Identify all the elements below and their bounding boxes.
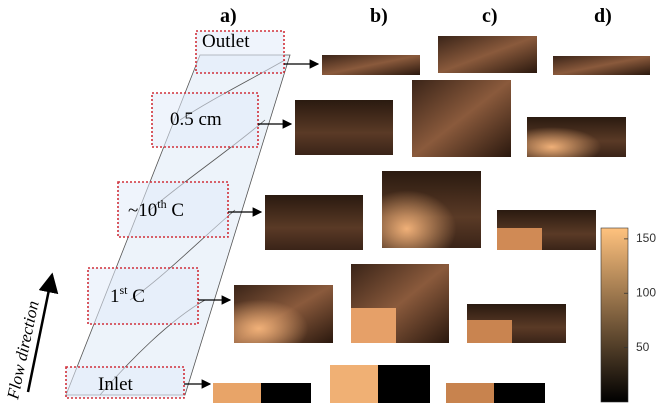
heatmap: [553, 56, 650, 75]
section-label: Inlet: [98, 374, 134, 395]
flow-arrow: [26, 272, 59, 393]
heatmap-hot: [382, 171, 481, 248]
arrows: [184, 59, 320, 389]
section-box: [65, 366, 185, 399]
heatmap-hot: [234, 285, 333, 343]
section-label: 1st C: [110, 283, 145, 307]
colorbar: [600, 227, 629, 403]
colorbar-tick-label: 150: [636, 231, 656, 245]
heatmap: [412, 80, 511, 157]
flow-indicator: Flow direction: [3, 272, 59, 402]
section-box: [195, 30, 285, 74]
panel-label: d): [594, 5, 612, 27]
heatmap: [438, 36, 537, 73]
heatmap-hot: [497, 228, 542, 250]
panel-label: a): [220, 5, 237, 27]
section-box: [87, 267, 199, 325]
section-label: Outlet: [202, 31, 250, 52]
section-box: [151, 92, 259, 148]
channel: [65, 30, 291, 399]
heatmap-hot: [351, 308, 396, 343]
colorbar-tick-label: 100: [636, 285, 656, 299]
section-label: ~10th C: [128, 197, 184, 221]
channel-lines: [99, 59, 286, 396]
heatmap-hot: [330, 365, 378, 403]
section-box: [117, 181, 229, 238]
heatmap-hot: [527, 117, 626, 157]
panel-label: b): [370, 5, 388, 27]
heatmap: [322, 55, 420, 75]
colorbar-tick-label: 50: [636, 340, 650, 354]
section-labels: Outlet 0.5 cm ~10th C 1st C Inlet: [98, 31, 250, 395]
heatmap-hot: [213, 383, 261, 403]
heatmaps: [213, 36, 650, 403]
heatmap: [295, 100, 393, 155]
panel-label: c): [482, 5, 498, 27]
heatmap-hot: [446, 383, 494, 403]
section-label: 0.5 cm: [170, 109, 222, 130]
heatmap-hot: [467, 320, 512, 343]
panel-labels: a) b) c) d): [220, 5, 612, 27]
heatmap: [265, 195, 363, 250]
